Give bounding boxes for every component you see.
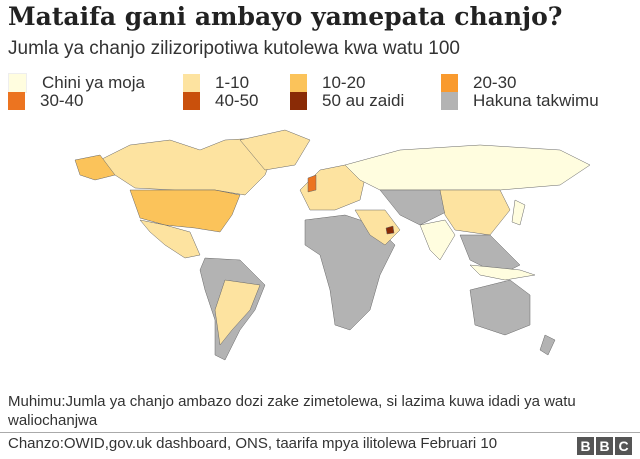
divider (0, 432, 640, 433)
source-text: Chanzo:OWID,gov.uk dashboard, ONS, taari… (8, 435, 498, 452)
world-map (74, 129, 591, 361)
region-middle-east (354, 209, 401, 246)
legend-label: 1-10 (215, 73, 250, 92)
region-uae (385, 225, 395, 235)
region-central-asia (379, 189, 451, 226)
legend-label: 20-30 (473, 73, 517, 92)
legend-item: 20-30 (441, 73, 516, 93)
region-mexico-central-america (139, 219, 201, 259)
legend-item: 1-10 (183, 73, 249, 93)
legend-swatch (183, 74, 200, 92)
legend-label: Hakuna takwimu (473, 91, 599, 110)
region-new-zealand (539, 334, 556, 356)
logo-letter: C (615, 437, 632, 455)
legend-swatch (183, 92, 200, 110)
legend-item: Chini ya moja (8, 73, 145, 93)
logo-letter: B (577, 437, 594, 455)
region-russia (344, 144, 591, 191)
legend-swatch (441, 92, 458, 110)
legend-item: 50 au zaidi (290, 91, 404, 111)
region-uk (307, 174, 317, 193)
logo-letter: B (596, 437, 613, 455)
region-australia (469, 279, 531, 336)
legend-swatch (290, 92, 307, 110)
legend-swatch (441, 74, 458, 92)
chart-title: Mataifa gani ambayo yamepata chanjo? (8, 2, 563, 31)
footnote: Muhimu:Jumla ya chanjo ambazo dozi zake … (8, 393, 576, 429)
legend-label: 10-20 (322, 73, 366, 92)
region-alaska (74, 154, 116, 181)
legend-label: Chini ya moja (42, 73, 145, 92)
region-indonesia (469, 264, 536, 281)
legend-label: 40-50 (215, 91, 259, 110)
region-usa (129, 189, 241, 233)
region-greenland (239, 129, 311, 171)
legend-item: Hakuna takwimu (441, 91, 599, 111)
legend-swatch (290, 74, 307, 92)
legend-item: 10-20 (290, 73, 365, 93)
legend-label: 50 au zaidi (322, 91, 405, 110)
legend-item: 40-50 (183, 91, 258, 111)
legend-label: 30-40 (40, 91, 84, 110)
region-japan (511, 199, 526, 226)
legend-swatch (8, 73, 27, 93)
region-brazil-chile (214, 279, 261, 346)
legend-swatch (8, 92, 25, 110)
legend-item: 30-40 (8, 91, 83, 111)
chart-subtitle: Jumla ya chanjo zilizoripotiwa kutolewa … (8, 38, 461, 59)
region-india (419, 219, 456, 261)
